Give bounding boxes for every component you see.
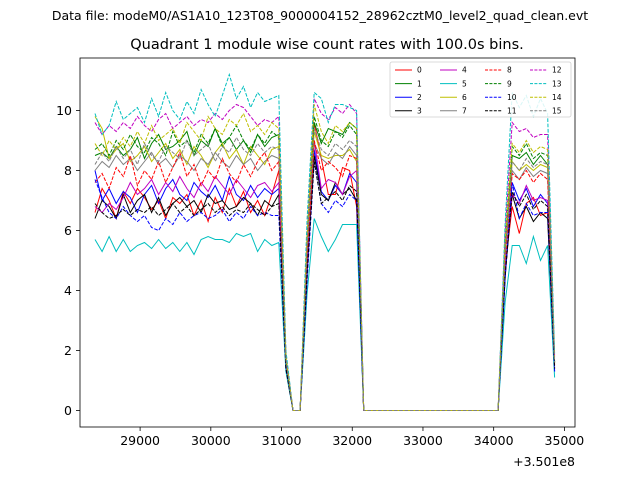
legend-label-7: 7 (462, 107, 467, 116)
legend-label-1: 1 (417, 79, 422, 88)
legend-label-11: 11 (507, 107, 517, 116)
series-line-14 (94, 104, 556, 411)
legend-label-14: 14 (552, 93, 562, 102)
legend-label-4: 4 (462, 66, 467, 75)
x-tick-label: 31000 (262, 433, 302, 448)
x-tick-label: 35000 (545, 433, 585, 448)
figure-suptitle: Data file: modeM0/AS1A10_123T08_90000041… (52, 8, 588, 23)
x-tick-label: 34000 (474, 433, 514, 448)
plot-frame (79, 57, 576, 428)
legend-label-8: 8 (507, 66, 512, 75)
series-layer (94, 72, 556, 411)
x-offset-label: +3.501e8 (513, 454, 575, 469)
series-line-2 (94, 149, 556, 411)
x-tick-label: 32000 (332, 433, 372, 448)
legend-label-12: 12 (552, 66, 562, 75)
legend-label-13: 13 (552, 79, 562, 88)
y-tick-label: 10 (56, 103, 72, 118)
x-tick-label: 29000 (120, 433, 160, 448)
legend-label-9: 9 (507, 79, 512, 88)
legend-label-5: 5 (462, 79, 467, 88)
legend-label-0: 0 (417, 66, 422, 75)
axes-layer: 29000 30000 31000 32000 33000 34000 35000 0 2 4 6 8… (56, 57, 585, 448)
legend-box (389, 61, 572, 118)
series-line-5 (94, 218, 556, 411)
series-line-4 (94, 140, 556, 411)
y-tick-label: 0 (64, 403, 72, 418)
y-tick-label: 6 (64, 223, 72, 238)
x-tick-label: 33000 (403, 433, 443, 448)
y-tick-label: 8 (64, 163, 72, 178)
series-line-10 (94, 161, 556, 411)
legend-label-2: 2 (417, 93, 422, 102)
y-tick-label: 2 (64, 343, 72, 358)
series-line-3 (94, 155, 556, 411)
series-line-11 (94, 161, 556, 411)
series-line-15 (94, 128, 556, 411)
x-tick-label: 30000 (191, 433, 231, 448)
legend-label-6: 6 (462, 93, 467, 102)
legend-label-3: 3 (417, 107, 422, 116)
legend-label-15: 15 (552, 107, 562, 116)
series-line-8 (94, 140, 556, 411)
legend-label-10: 10 (507, 93, 517, 102)
chart-title: Quadrant 1 module wise count rates with … (130, 37, 524, 53)
series-line-13 (94, 72, 556, 411)
y-tick-label: 4 (64, 283, 72, 298)
